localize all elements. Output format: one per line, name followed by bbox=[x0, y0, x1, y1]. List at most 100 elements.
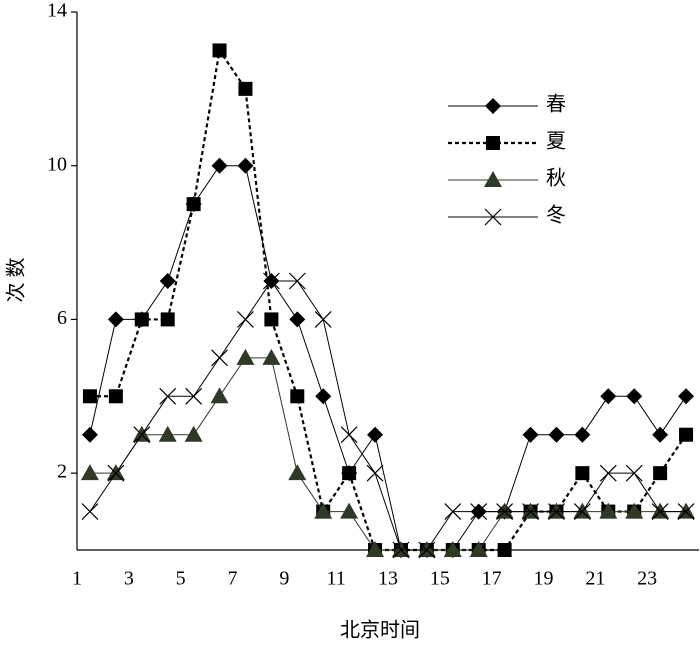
x-tick-label: 7 bbox=[228, 568, 238, 590]
data-point bbox=[237, 311, 254, 328]
x-tick-label: 19 bbox=[534, 568, 554, 590]
data-point bbox=[133, 426, 151, 444]
data-point bbox=[132, 425, 151, 442]
data-point bbox=[184, 425, 203, 442]
data-point bbox=[340, 502, 359, 519]
x-tick-label: 15 bbox=[430, 568, 450, 590]
y-tick-label: 14 bbox=[47, 0, 67, 22]
data-point bbox=[366, 541, 385, 557]
data-point bbox=[82, 389, 97, 404]
data-point bbox=[573, 502, 592, 519]
data-point bbox=[210, 387, 229, 404]
legend-label: 秋 bbox=[546, 167, 566, 190]
data-point bbox=[262, 272, 280, 290]
data-point bbox=[678, 388, 695, 405]
data-point bbox=[186, 197, 201, 212]
data-point bbox=[443, 541, 462, 557]
data-point bbox=[547, 502, 566, 519]
data-point bbox=[573, 503, 591, 520]
data-point bbox=[159, 273, 176, 289]
data-point bbox=[314, 311, 332, 328]
x-axis-label: 北京时间 bbox=[340, 619, 420, 642]
data-point bbox=[211, 157, 228, 174]
y-tick-label: 2 bbox=[57, 461, 67, 483]
data-point bbox=[626, 388, 643, 405]
data-point bbox=[651, 503, 669, 520]
data-point bbox=[288, 464, 307, 481]
legend-marker bbox=[484, 171, 502, 187]
data-point bbox=[444, 503, 462, 520]
data-point bbox=[236, 348, 255, 365]
data-point bbox=[497, 543, 512, 557]
data-point bbox=[211, 349, 228, 367]
data-point bbox=[599, 502, 618, 519]
legend-marker bbox=[485, 98, 501, 114]
y-axis-label: 次 数 bbox=[5, 258, 28, 303]
data-point bbox=[107, 464, 125, 482]
legend-label: 春 bbox=[546, 93, 566, 116]
legend-marker bbox=[486, 136, 500, 150]
y-tick-label: 10 bbox=[47, 153, 67, 175]
data-point bbox=[574, 426, 591, 443]
data-point bbox=[342, 466, 357, 481]
series-line bbox=[89, 47, 687, 552]
data-point bbox=[80, 464, 99, 481]
legend-marker bbox=[484, 208, 502, 226]
series-line bbox=[89, 280, 687, 551]
data-point bbox=[548, 426, 565, 443]
x-tick-label: 23 bbox=[637, 568, 657, 590]
data-point bbox=[159, 387, 177, 405]
y-tick-label: 6 bbox=[57, 307, 67, 329]
data-point bbox=[81, 426, 98, 443]
data-point bbox=[575, 466, 590, 481]
data-point bbox=[521, 502, 540, 519]
data-point bbox=[418, 541, 436, 559]
data-point bbox=[289, 311, 306, 328]
series-line bbox=[89, 165, 687, 551]
data-point bbox=[212, 43, 227, 58]
data-point bbox=[340, 426, 358, 444]
data-point bbox=[522, 426, 539, 443]
data-point bbox=[158, 425, 177, 442]
x-tick-label: 11 bbox=[327, 568, 346, 590]
data-point bbox=[470, 503, 488, 520]
data-point bbox=[160, 312, 175, 327]
data-point bbox=[417, 541, 436, 557]
data-point bbox=[679, 427, 694, 442]
data-point bbox=[522, 503, 539, 520]
x-tick-label: 21 bbox=[585, 568, 605, 590]
data-point bbox=[469, 541, 488, 557]
data-point bbox=[625, 464, 643, 482]
data-point bbox=[237, 157, 254, 174]
x-tick-label: 1 bbox=[72, 568, 82, 590]
data-point bbox=[264, 312, 279, 327]
data-point bbox=[625, 502, 644, 519]
data-point bbox=[107, 311, 124, 328]
data-point bbox=[392, 541, 410, 559]
data-point bbox=[651, 502, 670, 519]
data-point bbox=[81, 503, 99, 520]
x-tick-label: 5 bbox=[176, 568, 186, 590]
x-tick-label: 17 bbox=[482, 568, 502, 590]
data-point bbox=[599, 464, 617, 482]
data-point bbox=[134, 312, 149, 327]
data-point bbox=[366, 464, 384, 482]
data-point bbox=[315, 388, 332, 405]
data-point bbox=[238, 81, 253, 96]
data-point bbox=[290, 389, 305, 404]
x-tick-label: 13 bbox=[378, 568, 398, 590]
x-tick-label: 3 bbox=[124, 568, 134, 590]
data-point bbox=[548, 503, 565, 520]
data-point bbox=[262, 348, 281, 365]
legend-label: 夏 bbox=[546, 131, 566, 153]
data-point bbox=[185, 387, 203, 405]
data-point bbox=[106, 464, 125, 481]
data-point bbox=[496, 503, 514, 520]
data-point bbox=[495, 502, 514, 519]
data-point bbox=[314, 502, 333, 519]
x-tick-label: 9 bbox=[279, 568, 289, 590]
data-point bbox=[600, 388, 617, 405]
data-point bbox=[367, 426, 384, 443]
data-point bbox=[108, 389, 123, 404]
